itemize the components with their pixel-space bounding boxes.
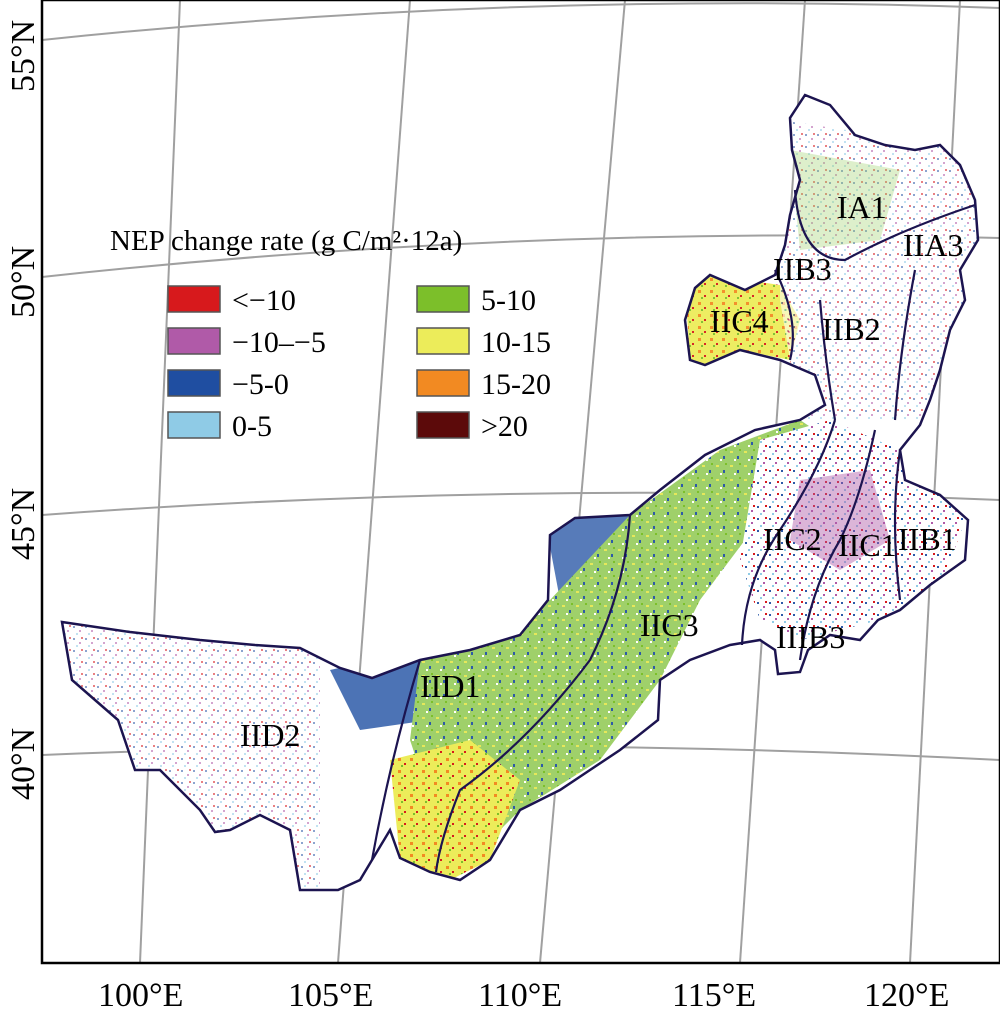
legend-item: 0-5 [167, 410, 272, 443]
legend-swatch [167, 411, 221, 439]
zone-label: IIB2 [822, 311, 881, 347]
zone-label: IID1 [420, 668, 480, 704]
zone-label: IIIB3 [776, 619, 845, 655]
legend-label: <−10 [232, 284, 296, 317]
zone-label: IIC2 [763, 521, 822, 557]
latitude-labels: 55°N 50°N 45°N 40°N [5, 20, 42, 800]
legend-label: >20 [481, 410, 528, 443]
zone-label: IIC3 [640, 607, 699, 643]
legend-swatch [416, 411, 470, 439]
longitude-label: 120°E [864, 977, 949, 1009]
legend-item: >20 [416, 410, 528, 443]
longitude-label: 100°E [98, 977, 183, 1009]
latitude-label: 50°N [5, 246, 42, 318]
legend-label: 15-20 [481, 368, 551, 401]
zone-label: IA1 [837, 189, 887, 225]
zone-label: IID2 [240, 717, 300, 753]
longitude-label: 105°E [288, 977, 373, 1009]
map-frame [40, 0, 1000, 965]
latitude-label: 45°N [5, 488, 42, 560]
zone-label: IIB3 [773, 251, 832, 287]
legend-swatch [167, 285, 221, 313]
legend-swatch [416, 369, 470, 397]
legend-item: 10-15 [416, 326, 551, 359]
legend-label: 0-5 [232, 410, 272, 443]
zone-label: IIC4 [710, 303, 769, 339]
legend-item: <−10 [167, 284, 296, 317]
zone-label: IIA3 [903, 227, 963, 263]
legend-swatch [416, 327, 470, 355]
zone-label: IIB1 [898, 521, 957, 557]
longitude-label: 115°E [672, 977, 756, 1009]
legend-swatch [167, 369, 221, 397]
legend-label: −10–−5 [232, 326, 326, 359]
legend: NEP change rate (g C/m²·12a) <−10 −10–−5… [110, 225, 551, 443]
legend-label: 10-15 [481, 326, 551, 359]
latitude-label: 55°N [5, 20, 42, 92]
legend-label: −5-0 [232, 368, 289, 401]
legend-item: 15-20 [416, 368, 551, 401]
legend-item: −5-0 [167, 368, 289, 401]
legend-item: −10–−5 [167, 326, 326, 359]
zone-labels: IA1 IIA3 IIB3 IIC4 IIB2 IIC2 IIC1 IIB1 I… [240, 189, 963, 753]
longitude-labels: 100°E 105°E 110°E 115°E 120°E [98, 977, 949, 1009]
legend-title: NEP change rate (g C/m²·12a) [110, 225, 462, 257]
latitude-label: 40°N [5, 728, 42, 800]
legend-label: 5-10 [481, 284, 536, 317]
legend-swatch [416, 285, 470, 313]
zone-label: IIC1 [838, 527, 897, 563]
legend-item: 5-10 [416, 284, 536, 317]
longitude-label: 110°E [478, 977, 562, 1009]
zone-boundaries [370, 189, 976, 873]
legend-swatch [167, 327, 221, 355]
